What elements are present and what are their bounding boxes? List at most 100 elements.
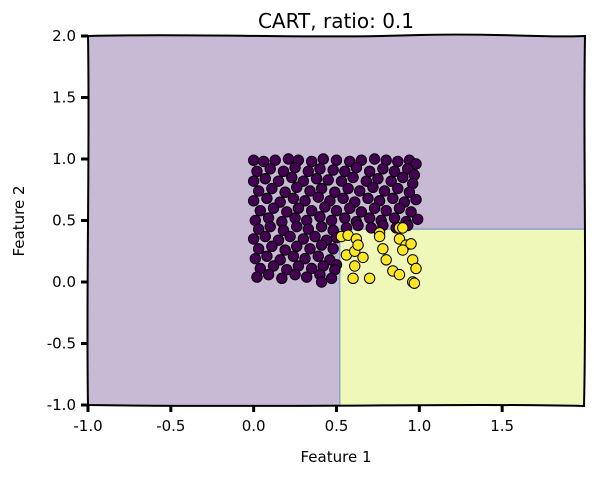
data-point-class-1 (405, 238, 417, 250)
data-point-class-0 (405, 206, 417, 218)
data-point-class-0 (368, 202, 381, 214)
data-point-class-0 (264, 220, 276, 233)
data-point-class-0 (262, 268, 275, 281)
data-point-class-0 (282, 153, 295, 165)
data-point-class-0 (347, 171, 359, 184)
data-point-class-0 (325, 214, 338, 227)
data-point-class-1 (408, 277, 421, 289)
data-point-class-0 (304, 185, 316, 197)
data-point-class-0 (314, 211, 326, 223)
x-axis-ticks: -1.0 -0.5 0.0 0.5 1.0 1.5 (73, 405, 514, 435)
data-point-class-0 (329, 186, 341, 198)
data-point-class-0 (337, 192, 349, 205)
data-point-class-0 (378, 185, 391, 197)
data-point-class-0 (319, 201, 331, 213)
x-tick-label: -0.5 (156, 417, 185, 435)
x-tick-label: 0.5 (325, 417, 349, 435)
data-point-class-0 (315, 220, 328, 233)
y-tick-label: -0.5 (47, 335, 76, 353)
data-point-class-0 (252, 185, 265, 197)
data-point-class-0 (249, 252, 262, 265)
data-point-class-0 (410, 193, 422, 206)
data-point-class-0 (281, 206, 293, 218)
data-point-class-0 (305, 262, 318, 275)
chart-title: CART, ratio: 0.1 (258, 9, 414, 33)
data-point-class-0 (385, 175, 397, 187)
data-point-class-0 (305, 155, 318, 168)
x-tick-label: 1.0 (407, 417, 431, 435)
data-point-class-0 (350, 161, 363, 174)
data-point-class-0 (411, 213, 424, 225)
data-point-class-0 (299, 195, 311, 207)
data-point-class-0 (312, 191, 324, 203)
data-point-class-0 (289, 268, 301, 281)
data-point-class-0 (327, 164, 339, 176)
data-point-class-0 (392, 155, 404, 168)
data-point-class-0 (344, 202, 356, 214)
data-point-class-0 (247, 154, 260, 166)
data-point-class-0 (289, 161, 301, 174)
data-point-class-0 (291, 240, 303, 253)
data-point-class-0 (287, 192, 300, 205)
data-point-class-0 (330, 204, 343, 217)
data-point-class-0 (297, 233, 310, 245)
data-point-class-1 (363, 272, 376, 285)
data-point-class-0 (362, 192, 374, 205)
data-point-class-0 (267, 260, 280, 272)
data-point-class-0 (302, 165, 315, 178)
data-point-class-0 (403, 186, 416, 198)
data-point-class-0 (279, 186, 291, 198)
y-tick-label: 0.5 (52, 212, 76, 230)
data-point-class-0 (315, 239, 328, 251)
data-point-class-0 (284, 230, 296, 243)
data-point-class-0 (261, 250, 273, 262)
data-point-class-0 (388, 165, 401, 178)
data-point-class-0 (363, 212, 376, 224)
data-point-class-0 (251, 165, 263, 178)
data-point-class-0 (392, 182, 404, 195)
data-point-class-0 (266, 182, 278, 195)
data-point-class-0 (317, 153, 329, 165)
data-point-class-0 (279, 244, 291, 256)
data-point-class-0 (410, 158, 422, 170)
data-point-class-0 (363, 165, 376, 178)
y-tick-label: 1.0 (52, 150, 76, 168)
data-point-class-0 (365, 222, 377, 234)
region-class-1 (339, 229, 585, 405)
data-point-class-1 (349, 260, 361, 272)
data-point-class-0 (252, 223, 265, 235)
decision-boundary-line (339, 228, 585, 405)
data-point-class-0 (367, 181, 379, 193)
plot-frame (86, 33, 587, 408)
data-point-class-0 (393, 202, 406, 214)
data-point-class-0 (287, 250, 300, 262)
x-tick-label: 1.5 (490, 417, 514, 435)
data-point-class-0 (387, 192, 399, 205)
data-point-class-0 (259, 172, 271, 185)
data-point-class-1 (347, 272, 359, 285)
data-point-class-0 (269, 154, 281, 166)
data-point-class-0 (339, 165, 351, 178)
y-axis-label: Feature 2 (10, 186, 28, 257)
data-point-class-0 (352, 219, 364, 232)
x-tick-label: 0.0 (242, 417, 266, 435)
data-point-class-0 (335, 175, 348, 187)
data-point-class-0 (277, 165, 290, 178)
data-point-class-0 (310, 172, 323, 185)
data-point-class-0 (272, 175, 285, 187)
y-tick-label: 2.0 (52, 27, 76, 45)
data-point-class-0 (252, 243, 265, 255)
data-point-class-0 (251, 271, 263, 283)
data-point-class-0 (355, 206, 368, 218)
y-tick-label: 0.0 (52, 273, 76, 291)
data-point-class-0 (330, 154, 343, 166)
data-point-class-0 (299, 252, 311, 265)
data-point-class-1 (380, 254, 392, 266)
data-point-class-1 (393, 268, 406, 281)
data-point-class-0 (353, 185, 366, 197)
data-point-class-0 (304, 243, 316, 255)
data-point-class-0 (388, 212, 401, 224)
data-point-class-0 (261, 192, 273, 205)
data-point-class-0 (300, 271, 313, 283)
